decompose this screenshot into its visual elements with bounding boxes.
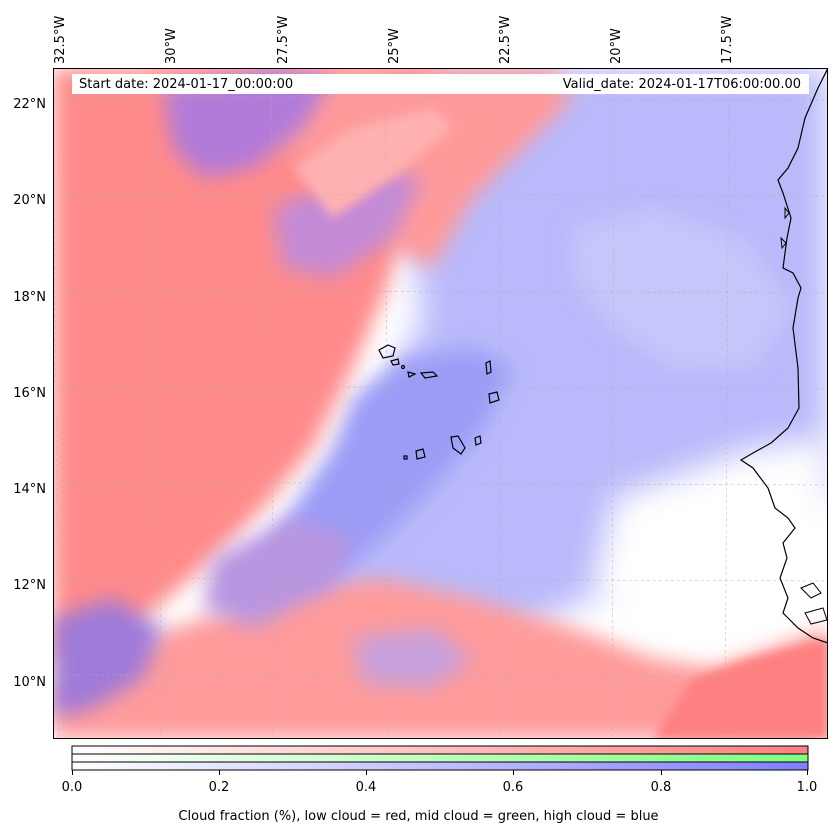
cloud-fraction-map: Start date: 2024-01-17_00:00:00 Valid_da… bbox=[53, 68, 828, 739]
colorbar-tick-mark bbox=[807, 770, 808, 775]
purple-streak-north bbox=[163, 68, 333, 178]
lat-label-10n: 10°N bbox=[13, 675, 46, 690]
colorbar-tick-0-2: 0.2 bbox=[208, 780, 230, 795]
lon-label-25w: 25°W bbox=[387, 28, 402, 64]
lon-label-20w: 20°W bbox=[609, 28, 624, 64]
map-canvas bbox=[53, 68, 828, 739]
colorbar-tick-mark bbox=[72, 770, 73, 775]
lon-label-30w: 30°W bbox=[164, 28, 179, 64]
colorbar-low-cloud bbox=[71, 745, 809, 755]
map-frame bbox=[53, 68, 828, 739]
start-date-label: Start date: 2024-01-17_00:00:00 bbox=[79, 77, 294, 92]
colorbar-label: Cloud fraction (%), low cloud = red, mid… bbox=[178, 809, 659, 824]
low-cloud-se-corner bbox=[653, 638, 828, 739]
colorbar-tick-mark bbox=[219, 770, 220, 775]
valid-date-label: Valid_date: 2024-01-17T06:00:00.00 bbox=[562, 77, 801, 92]
clear-sky-patch bbox=[593, 438, 828, 643]
colorbar-tick-1-0: 1.0 bbox=[796, 780, 818, 795]
lat-label-18n: 18°N bbox=[13, 290, 46, 305]
lat-label-20n: 20°N bbox=[13, 193, 46, 208]
date-banner bbox=[72, 74, 809, 94]
colorbar-bars bbox=[71, 745, 809, 771]
africa-coastline bbox=[739, 68, 828, 644]
lon-label-22-5w: 22.5°W bbox=[498, 15, 513, 64]
purple-streak-se bbox=[353, 628, 473, 688]
lon-label-17-5w: 17.5°W bbox=[720, 15, 735, 64]
lat-label-16n: 16°N bbox=[13, 386, 46, 401]
purple-streak-south bbox=[203, 518, 353, 628]
lon-label-27-5w: 27.5°W bbox=[276, 15, 291, 64]
colorbar-tick-0-0: 0.0 bbox=[61, 780, 83, 795]
pink-streak bbox=[293, 108, 453, 218]
colorbar-tick-mark bbox=[513, 770, 514, 775]
colorbar-high-cloud bbox=[71, 761, 809, 771]
lat-label-14n: 14°N bbox=[13, 482, 46, 497]
coastline-islets bbox=[780, 206, 828, 625]
high-cloud-streak-east bbox=[573, 208, 793, 368]
lat-label-22n: 22°N bbox=[13, 97, 46, 112]
lon-label-32-5w: 32.5°W bbox=[53, 15, 68, 64]
colorbar-mid-cloud bbox=[71, 753, 809, 763]
colorbar-tick-0-4: 0.4 bbox=[355, 780, 377, 795]
colorbar-tick-mark bbox=[366, 770, 367, 775]
colorbar-tick-mark bbox=[661, 770, 662, 775]
purple-streak-mid bbox=[273, 168, 423, 278]
lat-label-12n: 12°N bbox=[13, 578, 46, 593]
colorbar-tick-0-6: 0.6 bbox=[502, 780, 524, 795]
cape-verde-islands bbox=[378, 344, 500, 460]
colorbar-tick-0-8: 0.8 bbox=[650, 780, 672, 795]
purple-streak-southwest bbox=[53, 598, 163, 718]
graticule bbox=[53, 68, 828, 739]
